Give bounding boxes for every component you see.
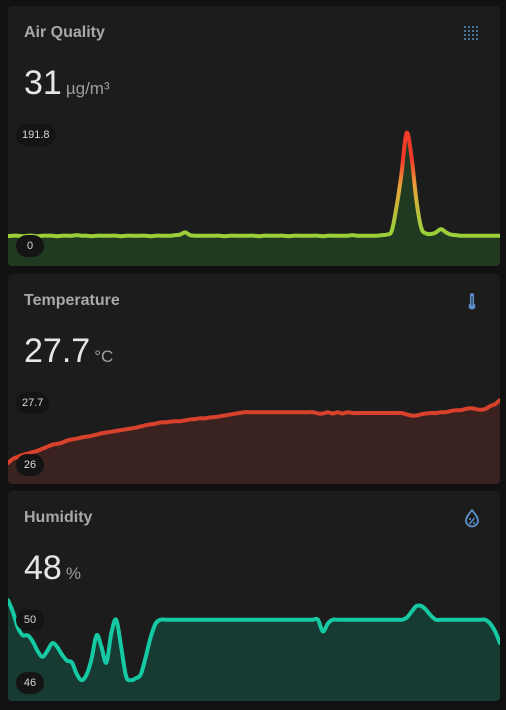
unit-label: °C (94, 347, 114, 366)
card-title: Temperature (24, 292, 120, 309)
min-label: 26 (16, 454, 44, 476)
series-line (8, 598, 500, 683)
min-label: 46 (16, 672, 44, 694)
max-label: 27.7 (16, 392, 50, 414)
series-area (8, 400, 500, 484)
unit-label: % (65, 564, 81, 583)
value-row: 31 µg/m³ (24, 64, 110, 103)
max-label: 50 (16, 609, 44, 631)
min-label: 0 (16, 235, 44, 257)
current-value: 31 (24, 64, 62, 102)
series-area (8, 132, 500, 266)
unit-label: µg/m³ (65, 79, 110, 98)
series-line (8, 130, 500, 239)
humidity-card[interactable]: Humidity 48% 50 46 (8, 491, 500, 701)
max-label: 191.8 (16, 124, 56, 146)
card-title: Humidity (24, 509, 93, 526)
air-quality-chart (8, 130, 500, 266)
water-percent-icon (465, 508, 479, 528)
thermometer-icon (468, 293, 476, 310)
card-title: Air Quality (24, 24, 105, 41)
series-line (8, 398, 500, 465)
value-row: 48% (24, 549, 81, 588)
series-area (8, 600, 500, 701)
temperature-chart (8, 398, 500, 484)
value-row: 27.7 °C (24, 332, 113, 371)
current-value: 27.7 (24, 332, 91, 370)
current-value: 48 (24, 549, 62, 587)
temperature-card[interactable]: Temperature 27.7 °C 27.7 26 (8, 274, 500, 484)
air-filter-icon (464, 26, 478, 40)
air-quality-card[interactable]: Air Quality 31 µg/m³ 191.8 0 (8, 6, 500, 266)
humidity-chart (8, 598, 500, 701)
